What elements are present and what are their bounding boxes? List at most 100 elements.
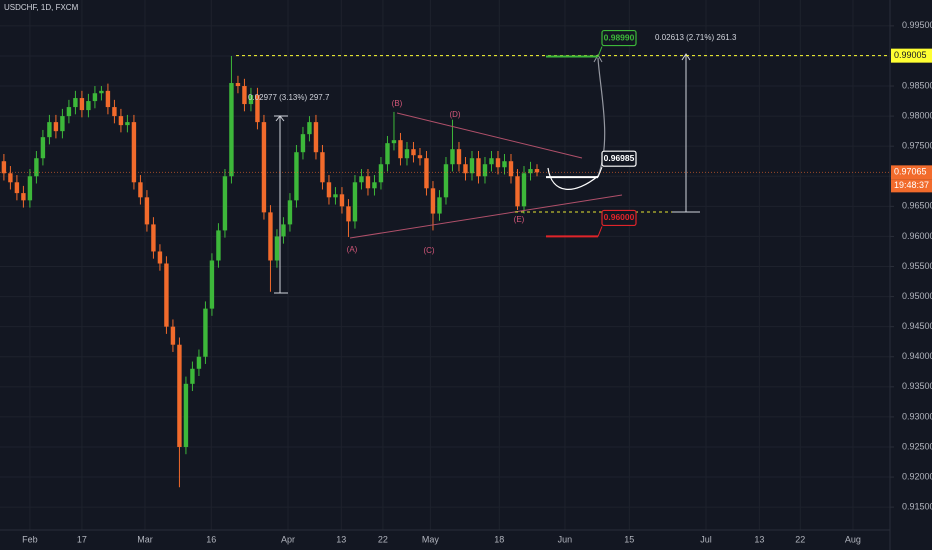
y-tick-label: 0.94000 <box>902 351 932 361</box>
candle-body <box>47 122 52 138</box>
y-tick-label: 0.97500 <box>902 141 932 151</box>
candle-body <box>378 164 384 183</box>
candle-body <box>14 182 20 194</box>
candle-body <box>515 176 520 207</box>
y-tick-label: 0.91500 <box>902 502 932 512</box>
candles <box>1 55 540 488</box>
price-box-label: 0.96000 <box>604 212 635 222</box>
candle-body <box>326 182 332 198</box>
path-curve <box>547 167 599 190</box>
candle-body <box>183 383 189 447</box>
measure-arrow <box>681 53 691 61</box>
chart-title: USDCHF, 1D, FXCM <box>4 3 79 12</box>
price-box-label: 0.98990 <box>604 32 635 42</box>
x-tick-label: 13 <box>336 534 346 544</box>
y-tick-label: 0.98000 <box>902 110 932 120</box>
y-tick-label: 0.98500 <box>902 80 932 90</box>
candle-body <box>99 90 104 94</box>
candle-body <box>60 116 65 132</box>
candle-body <box>209 260 215 309</box>
candle-body <box>170 326 176 345</box>
price-marker-label: 0.99005 <box>894 50 927 60</box>
candle-body <box>53 122 59 132</box>
x-tick-label: Mar <box>137 534 153 544</box>
candle-body <box>235 83 241 87</box>
candle-body <box>229 83 234 177</box>
candle-body <box>437 197 442 214</box>
candle-body <box>476 158 481 177</box>
x-tick-label: 22 <box>795 534 805 544</box>
candle-body <box>177 344 182 447</box>
candle-body <box>450 149 455 165</box>
x-tick-label: 16 <box>206 534 216 544</box>
candle-body <box>92 93 98 102</box>
candle-body <box>339 194 345 207</box>
candle-body <box>508 161 514 177</box>
candle-body <box>105 90 111 108</box>
candle-body <box>164 263 169 327</box>
candle-body <box>248 95 254 105</box>
triangle-upper <box>396 112 583 159</box>
countdown-bg <box>891 179 932 193</box>
candle-body <box>398 140 403 159</box>
price-marker <box>891 165 932 180</box>
y-tick-label: 0.99500 <box>902 20 932 30</box>
candle-body <box>372 182 377 189</box>
x-tick-label: Feb <box>22 534 38 544</box>
y-tick-label: 0.96000 <box>902 231 932 241</box>
candle-body <box>528 169 533 174</box>
candle-body <box>261 122 267 213</box>
candle-body <box>287 200 293 225</box>
price-box-label: 0.96985 <box>604 153 635 163</box>
price-box <box>601 150 637 167</box>
measure-arrow <box>275 115 285 122</box>
candle-body <box>190 368 195 384</box>
candle-body <box>27 176 33 201</box>
candle-body <box>66 107 72 117</box>
candle-body <box>21 193 26 201</box>
x-tick-label: May <box>422 534 440 544</box>
candle-body <box>242 86 247 105</box>
wave-label: (C) <box>423 246 434 255</box>
candle-body <box>255 95 260 123</box>
candle-body <box>222 176 228 231</box>
candle-body <box>352 182 358 222</box>
candle-body <box>404 149 410 159</box>
x-tick-label: 15 <box>624 534 634 544</box>
candle-body <box>40 137 46 159</box>
candle-body <box>385 143 390 165</box>
measure-label: 0.02977 (3.13%) 297.7 <box>248 93 330 102</box>
candle-body <box>300 134 306 153</box>
candle-body <box>268 212 273 261</box>
candle-body <box>281 224 286 237</box>
candle-body <box>73 98 78 108</box>
wave-label: (B) <box>392 99 403 108</box>
x-tick-label: Jun <box>558 534 573 544</box>
wave-label: (E) <box>514 215 525 224</box>
candle-body <box>8 173 13 183</box>
price-connector <box>597 166 603 178</box>
x-tick-label: Apr <box>281 534 295 544</box>
y-tick-label: 0.92500 <box>902 441 932 451</box>
candle-body <box>521 173 527 207</box>
candle-body <box>534 169 540 173</box>
candle-body <box>1 161 7 174</box>
x-tick-label: 13 <box>754 534 764 544</box>
candle-body <box>138 182 143 198</box>
candle-body <box>125 122 130 126</box>
candle-body <box>131 122 137 183</box>
price-marker-label: 0.97065 <box>894 167 927 177</box>
candle-body <box>424 158 429 189</box>
candle-body <box>112 107 117 117</box>
price-box <box>601 209 637 227</box>
y-tick-label: 0.95500 <box>902 261 932 271</box>
grid <box>0 0 890 530</box>
x-tick-label: Jul <box>700 534 712 544</box>
candle-body <box>320 152 325 183</box>
candle-body <box>86 101 91 111</box>
candle-body <box>313 122 319 153</box>
candle-body <box>391 140 397 144</box>
arrow-head <box>593 53 603 63</box>
